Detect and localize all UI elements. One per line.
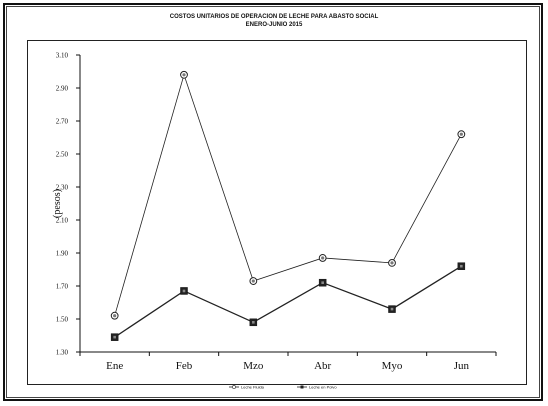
- series-line-0: [114, 73, 462, 316]
- y-tick-label: 1.30: [56, 349, 69, 357]
- x-tick-label: Myo: [382, 360, 403, 372]
- plot-area-border: [27, 40, 527, 385]
- y-tick-label: 1.50: [56, 316, 69, 324]
- chart-title: COSTOS UNITARIOS DE OPERACION DE LECHE P…: [169, 14, 379, 20]
- data-point-circle-inner: [390, 261, 394, 265]
- chart-subtitle: ENERO-JUNIO 2015: [245, 22, 303, 28]
- y-tick-label: 1.70: [56, 283, 69, 291]
- x-tick-label: Mzo: [243, 360, 264, 372]
- outer-frame: [3, 3, 543, 401]
- data-point-circle-inner: [459, 132, 463, 136]
- data-point-square-inner: [182, 289, 186, 293]
- x-tick-label: Feb: [176, 360, 193, 372]
- data-point-square-inner: [252, 321, 255, 324]
- data-point-square-inner: [321, 281, 324, 284]
- y-tick-label: 1.90: [56, 250, 69, 258]
- data-point-square-inner: [113, 335, 116, 339]
- data-point-circle-inner: [251, 279, 255, 283]
- x-tick-label: Ene: [106, 360, 123, 372]
- legend-label: Leche Fluida: [241, 385, 265, 390]
- y-tick-label: 2.50: [56, 151, 69, 159]
- y-tick-label: 3.10: [56, 52, 69, 60]
- y-tick-label: 2.10: [56, 217, 69, 225]
- y-tick-label: 2.90: [56, 85, 69, 93]
- x-tick-label: Jun: [454, 360, 470, 372]
- chart-titles: COSTOS UNITARIOS DE OPERACION DE LECHE P…: [0, 13, 548, 29]
- data-point-circle-inner: [113, 314, 117, 318]
- data-point-circle-inner: [321, 256, 325, 260]
- legend-marker-square: [300, 385, 304, 389]
- series-line-1: [114, 265, 462, 338]
- data-point-square-inner: [390, 307, 394, 311]
- y-tick-label: 2.30: [56, 184, 69, 192]
- legend-marker-circle: [232, 385, 236, 389]
- data-point-square-inner: [460, 264, 463, 268]
- data-point-circle-inner: [182, 73, 186, 77]
- x-tick-label: Abr: [314, 360, 331, 372]
- y-tick-label: 2.70: [56, 118, 69, 126]
- legend-label: Leche en Polvo: [309, 385, 337, 390]
- inner-frame: [6, 6, 540, 398]
- y-axis-label: (pesos): [52, 189, 63, 218]
